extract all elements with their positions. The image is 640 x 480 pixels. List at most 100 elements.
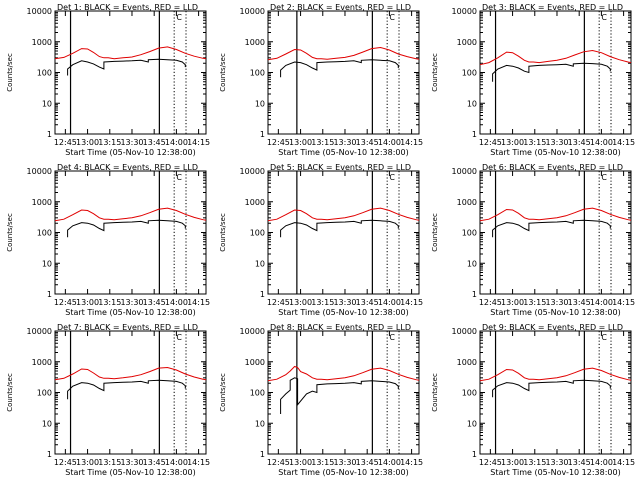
- x-tick-label: 14:00: [378, 458, 401, 467]
- plot-frame: [267, 170, 420, 295]
- y-tick-label: 10: [42, 419, 52, 428]
- y-tick-label: 1000: [245, 358, 265, 367]
- x-tick-label: 13:45: [568, 138, 591, 147]
- x-tick-label: 12:45: [479, 298, 502, 307]
- plot-frame: [479, 10, 632, 135]
- x-tick-label: 13:45: [356, 458, 379, 467]
- x-tick-label: 14:00: [165, 458, 188, 467]
- x-tick-label: 14:15: [612, 298, 635, 307]
- y-tick-label: 10: [255, 419, 265, 428]
- y-tick-label: 10000: [240, 167, 265, 176]
- marker-text: C: [389, 173, 395, 182]
- y-tick-label: 100: [250, 389, 265, 398]
- y-tick-label: 1: [260, 290, 265, 299]
- y-tick-label: 100: [462, 69, 477, 78]
- y-tick-label: 100: [37, 389, 52, 398]
- x-tick-label: 12:45: [267, 298, 290, 307]
- y-axis-label: Counts/sec: [431, 373, 439, 412]
- x-tick-label: 13:00: [501, 138, 524, 147]
- x-tick-label: 14:15: [612, 138, 635, 147]
- y-tick-label: 10000: [27, 7, 52, 16]
- y-tick-label: 1000: [457, 358, 477, 367]
- panel-title: Det 4: BLACK = Events, RED = LLD: [57, 163, 198, 172]
- x-tick-label: 14:00: [590, 298, 613, 307]
- plot-frame: [54, 330, 207, 455]
- y-axis-label: Counts/sec: [219, 373, 227, 412]
- panel-title: Det 1: BLACK = Events, RED = LLD: [57, 3, 198, 12]
- events-series-line: [492, 219, 611, 238]
- panel-title: Det 6: BLACK = Events, RED = LLD: [482, 163, 623, 172]
- x-tick-label: 13:15: [98, 458, 121, 467]
- y-tick-label: 10000: [27, 327, 52, 336]
- x-tick-label: 13:15: [523, 298, 546, 307]
- lld-series-line: [479, 49, 632, 66]
- marker-text: C: [176, 333, 182, 342]
- x-tick-label: 13:15: [311, 298, 334, 307]
- y-tick-label: 1: [47, 290, 52, 299]
- y-tick-label: 1000: [32, 358, 52, 367]
- lld-series-line: [479, 367, 632, 382]
- y-tick-label: 10: [42, 99, 52, 108]
- x-tick-label: 12:45: [54, 138, 77, 147]
- x-tick-label: 13:45: [143, 458, 166, 467]
- x-axis-label: Start Time (05-Nov-10 12:38:00): [278, 148, 408, 157]
- x-tick-label: 12:45: [267, 458, 290, 467]
- y-tick-label: 1000: [457, 198, 477, 207]
- x-tick-label: 13:00: [76, 138, 99, 147]
- events-series-line: [280, 219, 399, 238]
- lld-series-line: [54, 207, 207, 222]
- x-tick-label: 12:45: [479, 458, 502, 467]
- x-tick-label: 14:15: [612, 458, 635, 467]
- x-tick-label: 13:00: [289, 458, 312, 467]
- lld-series-line: [479, 207, 632, 222]
- x-tick-label: 13:15: [98, 138, 121, 147]
- y-tick-label: 100: [37, 69, 52, 78]
- detector-panel-1: 1 10 100 1000 10000 12:45 13:00 13:15 13:30 13:45…: [6, 3, 210, 157]
- y-tick-label: 100: [462, 389, 477, 398]
- lld-series-line: [54, 46, 207, 60]
- events-series-line: [280, 377, 399, 414]
- x-tick-label: 13:45: [356, 138, 379, 147]
- marker-text: C: [601, 333, 607, 342]
- events-series-line: [492, 62, 611, 82]
- marker-text: C: [601, 173, 607, 182]
- y-tick-label: 10: [255, 259, 265, 268]
- x-tick-label: 13:30: [545, 138, 568, 147]
- x-tick-label: 13:45: [356, 298, 379, 307]
- x-tick-label: 14:00: [165, 138, 188, 147]
- x-tick-label: 14:15: [400, 138, 423, 147]
- y-tick-label: 1: [472, 290, 477, 299]
- x-axis-label: Start Time (05-Nov-10 12:38:00): [65, 148, 195, 157]
- y-tick-label: 100: [37, 229, 52, 238]
- y-tick-label: 10000: [452, 327, 477, 336]
- x-tick-label: 14:15: [400, 298, 423, 307]
- x-tick-label: 13:30: [120, 458, 143, 467]
- panel-title: Det 9: BLACK = Events, RED = LLD: [482, 323, 623, 332]
- x-tick-label: 13:00: [501, 298, 524, 307]
- y-tick-label: 10000: [240, 7, 265, 16]
- events-series-line: [67, 219, 186, 238]
- y-tick-label: 1000: [457, 38, 477, 47]
- x-tick-label: 12:45: [54, 298, 77, 307]
- marker-text: C: [389, 13, 395, 22]
- x-axis-label: Start Time (05-Nov-10 12:38:00): [65, 308, 195, 317]
- x-tick-label: 13:45: [568, 458, 591, 467]
- x-tick-label: 13:45: [143, 298, 166, 307]
- panel-title: Det 8: BLACK = Events, RED = LLD: [270, 323, 411, 332]
- plot-frame: [479, 170, 632, 295]
- marker-text: C: [176, 173, 182, 182]
- detector-panel-6: 1 10 100 1000 10000 12:45 13:00 13:15 13:30 13:45…: [431, 163, 635, 317]
- plot-frame: [54, 10, 207, 135]
- x-tick-label: 14:15: [187, 458, 210, 467]
- x-tick-label: 13:00: [76, 458, 99, 467]
- x-tick-label: 13:15: [311, 138, 334, 147]
- x-tick-label: 14:00: [590, 138, 613, 147]
- x-tick-label: 13:15: [523, 458, 546, 467]
- x-tick-label: 14:00: [165, 298, 188, 307]
- y-axis-label: Counts/sec: [6, 53, 14, 92]
- lld-series-line: [267, 207, 420, 222]
- y-tick-label: 1: [472, 130, 477, 139]
- x-tick-label: 13:30: [333, 138, 356, 147]
- x-axis-label: Start Time (05-Nov-10 12:38:00): [490, 308, 620, 317]
